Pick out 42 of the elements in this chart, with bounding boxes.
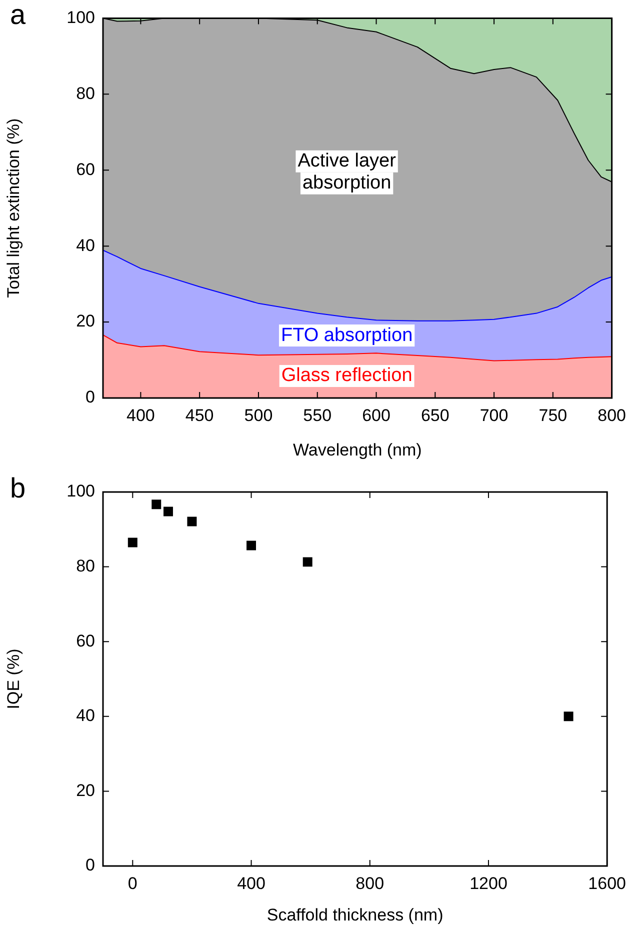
y-tick-label: 80 — [76, 84, 95, 103]
x-tick-label: 750 — [538, 406, 568, 425]
text: b — [10, 472, 26, 504]
series-label: Active layer absorption — [298, 150, 397, 194]
y-tick-label: 20 — [76, 312, 95, 331]
x-tick-label: 700 — [480, 406, 508, 425]
x-axis-title: Scaffold thickness (nm) — [266, 905, 444, 924]
y-tick-label: 80 — [76, 556, 95, 576]
y-tick-label: 40 — [76, 236, 95, 255]
x-tick-label: 450 — [185, 406, 214, 425]
point — [246, 540, 256, 550]
x-tick-label: 800 — [598, 406, 626, 425]
x-tick-label: 550 — [303, 406, 332, 425]
x-tick-label: 800 — [356, 874, 384, 893]
x-tick-label: 400 — [126, 406, 155, 425]
y-tick-label: 20 — [76, 780, 95, 800]
x-tick-label: 400 — [237, 874, 266, 893]
x-tick-label: 600 — [362, 406, 390, 425]
y-tick-label: 0 — [86, 388, 95, 407]
y-tick-label: 60 — [76, 160, 95, 179]
point — [163, 506, 173, 516]
series-label: Glass reflection — [281, 365, 412, 386]
y-axis-title: Total light extinction (%) — [4, 118, 23, 298]
text: a — [10, 0, 26, 30]
point — [152, 500, 162, 510]
y-tick-label: 100 — [66, 8, 95, 27]
point — [302, 557, 312, 567]
y-tick-label: 100 — [66, 482, 95, 501]
point — [128, 538, 138, 548]
x-tick-label: 0 — [128, 874, 138, 893]
x-tick-label: 1600 — [588, 874, 626, 893]
y-tick-label: 0 — [86, 856, 95, 875]
y-tick-label: 40 — [76, 706, 95, 726]
x-axis-title: Wavelength (nm) — [293, 440, 422, 460]
point — [187, 516, 197, 526]
series-label: FTO absorption — [280, 324, 413, 346]
x-tick-label: 500 — [244, 406, 273, 425]
y-axis-title: IQE (%) — [4, 648, 23, 710]
x-tick-label: 1200 — [470, 874, 508, 893]
y-tick-label: 60 — [76, 631, 95, 650]
x-tick-label: 650 — [420, 406, 450, 425]
point — [564, 712, 574, 722]
